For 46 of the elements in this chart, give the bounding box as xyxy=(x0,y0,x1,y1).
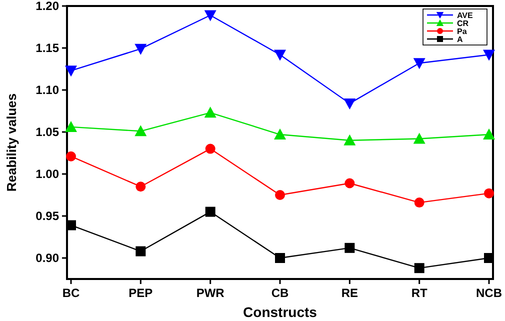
point xyxy=(344,178,355,188)
y-tick-label: 0.90 xyxy=(36,251,60,266)
point xyxy=(414,198,424,208)
point xyxy=(136,182,146,192)
y-tick-label: 1.05 xyxy=(36,125,60,140)
point xyxy=(413,132,426,144)
x-tick-label: NCB xyxy=(476,286,502,300)
legend-label: Pa xyxy=(457,26,468,36)
point xyxy=(414,263,424,274)
y-tick-label: 1.00 xyxy=(36,167,60,182)
point xyxy=(275,253,285,263)
y-axis-title: Reability values xyxy=(4,93,19,192)
point xyxy=(205,206,216,217)
point xyxy=(344,242,355,253)
point xyxy=(65,66,77,77)
x-tick-label: CB xyxy=(271,286,289,300)
legend-label: AVE xyxy=(457,10,474,20)
point xyxy=(134,125,147,136)
y-tick-label: 0.95 xyxy=(36,209,60,224)
x-axis-title: Constructs xyxy=(243,304,318,320)
legend-label: CR xyxy=(457,18,469,28)
point xyxy=(344,98,356,110)
legend-label: A xyxy=(457,34,463,44)
point xyxy=(484,188,494,198)
point xyxy=(275,190,285,200)
point xyxy=(483,128,495,140)
x-tick-label: RE xyxy=(341,286,358,300)
point xyxy=(134,44,147,55)
x-tick-label: BC xyxy=(62,286,80,300)
point xyxy=(204,10,216,22)
point xyxy=(136,246,146,256)
point xyxy=(205,144,216,154)
y-tick-label: 1.15 xyxy=(36,41,60,56)
x-tick-label: PEP xyxy=(128,286,153,300)
y-tick-label: 1.10 xyxy=(36,83,60,98)
point xyxy=(413,58,426,70)
point xyxy=(274,50,286,61)
point xyxy=(65,120,77,132)
y-tick-label: 1.20 xyxy=(36,0,60,14)
point xyxy=(66,151,76,162)
x-tick-label: RT xyxy=(411,286,428,300)
point xyxy=(483,50,495,61)
point xyxy=(344,134,356,146)
point xyxy=(274,128,286,140)
point xyxy=(204,106,216,118)
x-tick-label: PWR xyxy=(196,286,225,300)
